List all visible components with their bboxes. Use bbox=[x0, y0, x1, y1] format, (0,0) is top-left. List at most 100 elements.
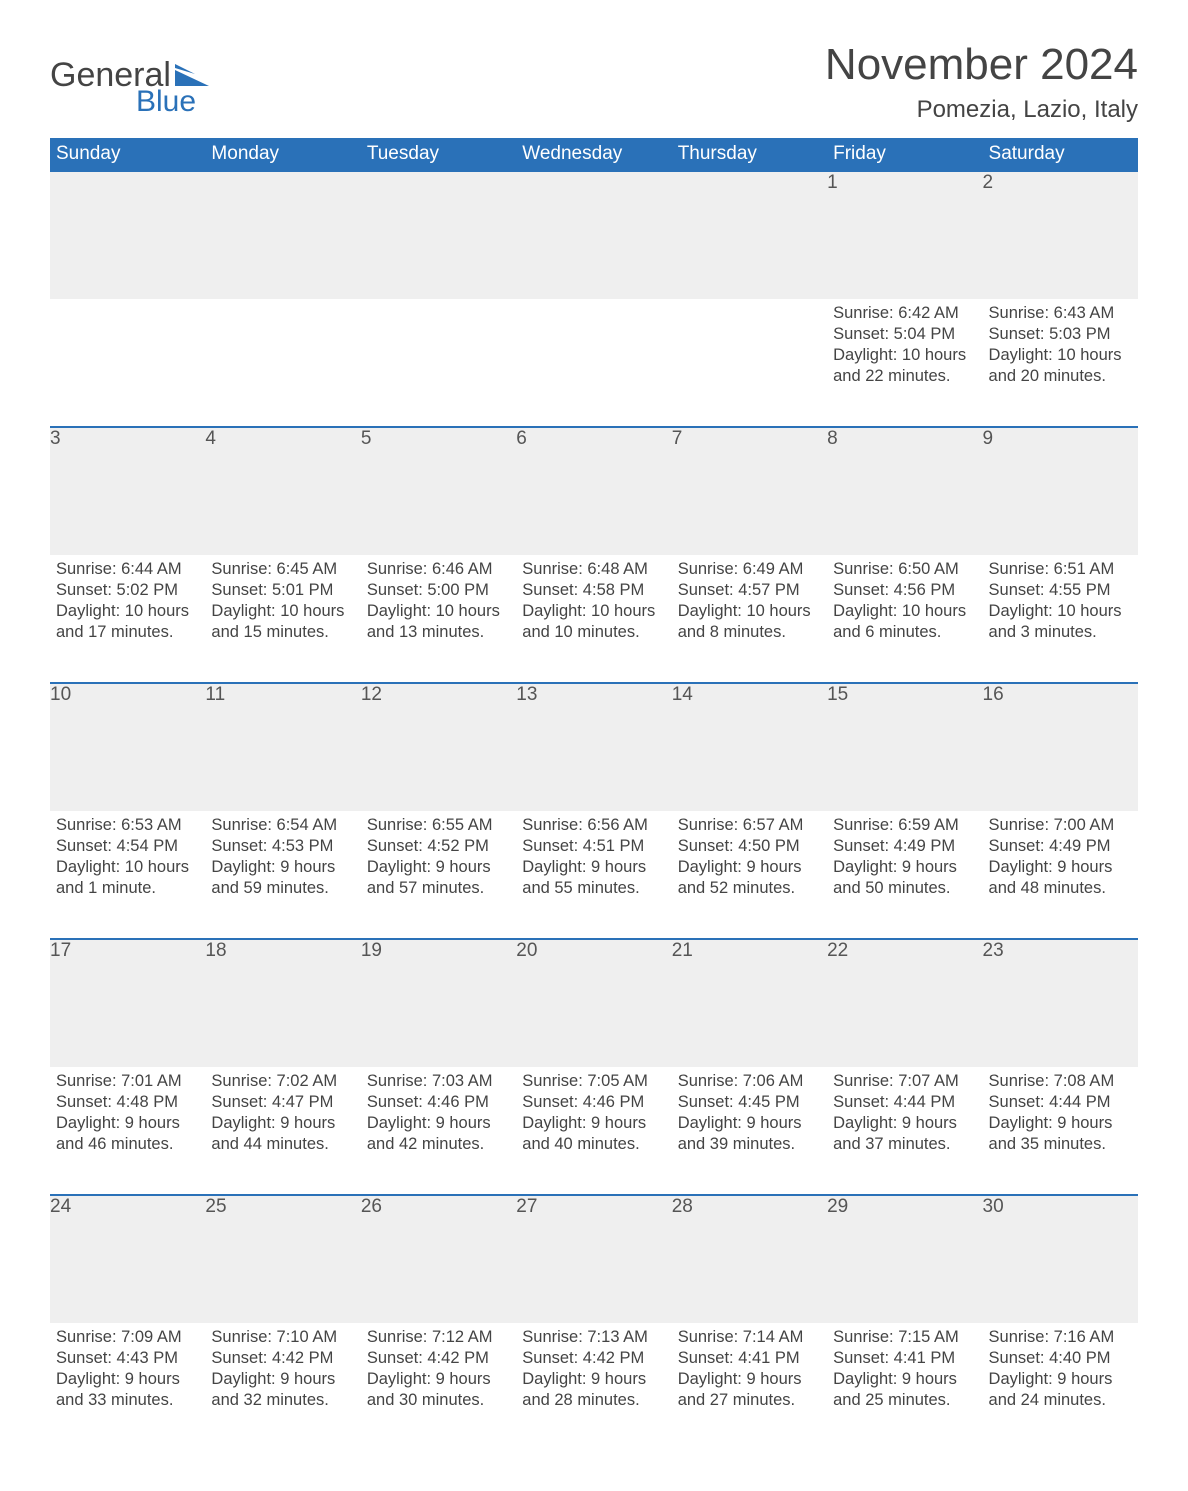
sunrise-line: Sunrise: 7:06 AM bbox=[678, 1071, 821, 1092]
week-daynum-row: 3456789 bbox=[50, 427, 1138, 555]
week-daynum-row: 17181920212223 bbox=[50, 939, 1138, 1067]
logo-text-blue: Blue bbox=[136, 85, 196, 119]
daylight-line: Daylight: 9 hours and 50 minutes. bbox=[833, 857, 976, 899]
day-cell: Sunrise: 6:57 AMSunset: 4:50 PMDaylight:… bbox=[672, 811, 827, 939]
day-cell: Sunrise: 6:51 AMSunset: 4:55 PMDaylight:… bbox=[983, 555, 1138, 683]
day-content: Sunrise: 6:48 AMSunset: 4:58 PMDaylight:… bbox=[516, 555, 671, 649]
daylight-line: Daylight: 9 hours and 37 minutes. bbox=[833, 1113, 976, 1155]
day-cell: Sunrise: 6:50 AMSunset: 4:56 PMDaylight:… bbox=[827, 555, 982, 683]
day-content: Sunrise: 6:46 AMSunset: 5:00 PMDaylight:… bbox=[361, 555, 516, 649]
day-content: Sunrise: 6:44 AMSunset: 5:02 PMDaylight:… bbox=[50, 555, 205, 649]
sunrise-line: Sunrise: 7:09 AM bbox=[56, 1327, 199, 1348]
sunset-line: Sunset: 4:48 PM bbox=[56, 1092, 199, 1113]
day-content: Sunrise: 7:06 AMSunset: 4:45 PMDaylight:… bbox=[672, 1067, 827, 1161]
sunrise-line: Sunrise: 6:54 AM bbox=[211, 815, 354, 836]
daylight-line: Daylight: 9 hours and 27 minutes. bbox=[678, 1369, 821, 1411]
sunrise-line: Sunrise: 6:49 AM bbox=[678, 559, 821, 580]
sunset-line: Sunset: 4:52 PM bbox=[367, 836, 510, 857]
day-cell: Sunrise: 6:44 AMSunset: 5:02 PMDaylight:… bbox=[50, 555, 205, 683]
daylight-line: Daylight: 10 hours and 15 minutes. bbox=[211, 601, 354, 643]
day-cell: Sunrise: 7:08 AMSunset: 4:44 PMDaylight:… bbox=[983, 1067, 1138, 1195]
daylight-line: Daylight: 10 hours and 8 minutes. bbox=[678, 601, 821, 643]
day-cell: Sunrise: 6:48 AMSunset: 4:58 PMDaylight:… bbox=[516, 555, 671, 683]
day-number: 21 bbox=[672, 939, 827, 1067]
weekday-header: Saturday bbox=[983, 138, 1138, 171]
day-number: 7 bbox=[672, 427, 827, 555]
day-number: 12 bbox=[361, 683, 516, 811]
day-content: Sunrise: 7:00 AMSunset: 4:49 PMDaylight:… bbox=[983, 811, 1138, 905]
day-number: 5 bbox=[361, 427, 516, 555]
day-content: Sunrise: 7:12 AMSunset: 4:42 PMDaylight:… bbox=[361, 1323, 516, 1417]
week-content-row: Sunrise: 7:09 AMSunset: 4:43 PM Daylight:… bbox=[50, 1323, 1138, 1451]
day-number: 3 bbox=[50, 427, 205, 555]
daylight-line: Daylight: 10 hours and 22 minutes. bbox=[833, 345, 976, 387]
day-content: Sunrise: 6:57 AMSunset: 4:50 PMDaylight:… bbox=[672, 811, 827, 905]
empty-day bbox=[361, 171, 516, 299]
day-content: Sunrise: 6:45 AMSunset: 5:01 PMDaylight:… bbox=[205, 555, 360, 649]
day-cell bbox=[516, 299, 671, 427]
sunrise-line: Sunrise: 7:02 AM bbox=[211, 1071, 354, 1092]
day-cell: Sunrise: 6:56 AMSunset: 4:51 PMDaylight:… bbox=[516, 811, 671, 939]
sunset-line: Sunset: 4:43 PM bbox=[56, 1348, 199, 1369]
sunset-line: Sunset: 4:50 PM bbox=[678, 836, 821, 857]
daylight-line: Daylight: 10 hours and 20 minutes. bbox=[989, 345, 1132, 387]
sunrise-line: Sunrise: 7:16 AM bbox=[989, 1327, 1132, 1348]
daylight-line: Daylight: 9 hours and 42 minutes. bbox=[367, 1113, 510, 1155]
day-number: 30 bbox=[983, 1195, 1138, 1323]
daylight-line: Daylight: 9 hours and 55 minutes. bbox=[522, 857, 665, 899]
daylight-line: Daylight: 10 hours and 1 minute. bbox=[56, 857, 199, 899]
sunset-line: Sunset: 4:44 PM bbox=[989, 1092, 1132, 1113]
daylight-line: Daylight: 10 hours and 10 minutes. bbox=[522, 601, 665, 643]
sunset-line: Sunset: 4:57 PM bbox=[678, 580, 821, 601]
sunset-line: Sunset: 4:42 PM bbox=[211, 1348, 354, 1369]
day-cell: Sunrise: 7:01 AMSunset: 4:48 PMDaylight:… bbox=[50, 1067, 205, 1195]
sunrise-line: Sunrise: 7:14 AM bbox=[678, 1327, 821, 1348]
day-cell: Sunrise: 6:55 AMSunset: 4:52 PMDaylight:… bbox=[361, 811, 516, 939]
day-cell bbox=[50, 299, 205, 427]
sunset-line: Sunset: 5:03 PM bbox=[989, 324, 1132, 345]
day-number: 28 bbox=[672, 1195, 827, 1323]
sunset-line: Sunset: 4:53 PM bbox=[211, 836, 354, 857]
day-cell: Sunrise: 6:54 AMSunset: 4:53 PMDaylight:… bbox=[205, 811, 360, 939]
day-content: Sunrise: 6:53 AMSunset: 4:54 PMDaylight:… bbox=[50, 811, 205, 905]
week-content-row: Sunrise: 7:01 AMSunset: 4:48 PMDaylight:… bbox=[50, 1067, 1138, 1195]
day-content: Sunrise: 7:09 AMSunset: 4:43 PMDaylight:… bbox=[50, 1323, 205, 1417]
day-content: Sunrise: 7:14 AMSunset: 4:41 PMDaylight:… bbox=[672, 1323, 827, 1417]
day-number: 14 bbox=[672, 683, 827, 811]
day-number: 23 bbox=[983, 939, 1138, 1067]
daylight-line: Daylight: 9 hours and 28 minutes. bbox=[522, 1369, 665, 1411]
sunrise-line: Sunrise: 6:59 AM bbox=[833, 815, 976, 836]
sunset-line: Sunset: 4:46 PM bbox=[367, 1092, 510, 1113]
day-content: Sunrise: 7:15 AMSunset: 4:41 PMDaylight:… bbox=[827, 1323, 982, 1417]
day-cell: Sunrise: 7:10 AMSunset: 4:42 PMDaylight:… bbox=[205, 1323, 360, 1451]
day-number: 17 bbox=[50, 939, 205, 1067]
sunrise-line: Sunrise: 6:53 AM bbox=[56, 815, 199, 836]
empty-day bbox=[50, 171, 205, 299]
daylight-line: Daylight: 9 hours and 25 minutes. bbox=[833, 1369, 976, 1411]
day-cell: Sunrise: 7:12 AMSunset: 4:42 PMDaylight:… bbox=[361, 1323, 516, 1451]
sunrise-line: Sunrise: 6:51 AM bbox=[989, 559, 1132, 580]
sunrise-line: Sunrise: 7:10 AM bbox=[211, 1327, 354, 1348]
daylight-line: Daylight: 9 hours and 24 minutes. bbox=[989, 1369, 1132, 1411]
day-content: Sunrise: 7:10 AMSunset: 4:42 PMDaylight:… bbox=[205, 1323, 360, 1417]
page-header: General Blue November 2024 Pomezia, Lazi… bbox=[50, 30, 1138, 130]
sunrise-line: Sunrise: 7:12 AM bbox=[367, 1327, 510, 1348]
daylight-line: Daylight: 10 hours and 6 minutes. bbox=[833, 601, 976, 643]
day-content: Sunrise: 6:43 AMSunset: 5:03 PMDaylight:… bbox=[983, 299, 1138, 393]
daylight-line: Daylight: 9 hours and 52 minutes. bbox=[678, 857, 821, 899]
day-content: Sunrise: 6:55 AMSunset: 4:52 PMDaylight:… bbox=[361, 811, 516, 905]
sunrise-line: Sunrise: 6:43 AM bbox=[989, 303, 1132, 324]
sunset-line: Sunset: 4:42 PM bbox=[522, 1348, 665, 1369]
day-content: Sunrise: 6:56 AMSunset: 4:51 PMDaylight:… bbox=[516, 811, 671, 905]
day-number: 9 bbox=[983, 427, 1138, 555]
day-number: 13 bbox=[516, 683, 671, 811]
day-number: 4 bbox=[205, 427, 360, 555]
day-cell: Sunrise: 6:43 AMSunset: 5:03 PMDaylight:… bbox=[983, 299, 1138, 427]
day-content: Sunrise: 7:08 AMSunset: 4:44 PMDaylight:… bbox=[983, 1067, 1138, 1161]
sunset-line: Sunset: 4:49 PM bbox=[989, 836, 1132, 857]
sunset-line: Sunset: 4:47 PM bbox=[211, 1092, 354, 1113]
day-content: Sunrise: 6:49 AMSunset: 4:57 PMDaylight:… bbox=[672, 555, 827, 649]
day-content: Sunrise: 6:51 AMSunset: 4:55 PMDaylight:… bbox=[983, 555, 1138, 649]
day-content: Sunrise: 6:42 AMSunset: 5:04 PMDaylight:… bbox=[827, 299, 982, 393]
daylight-line: Daylight: 10 hours and 17 minutes. bbox=[56, 601, 199, 643]
